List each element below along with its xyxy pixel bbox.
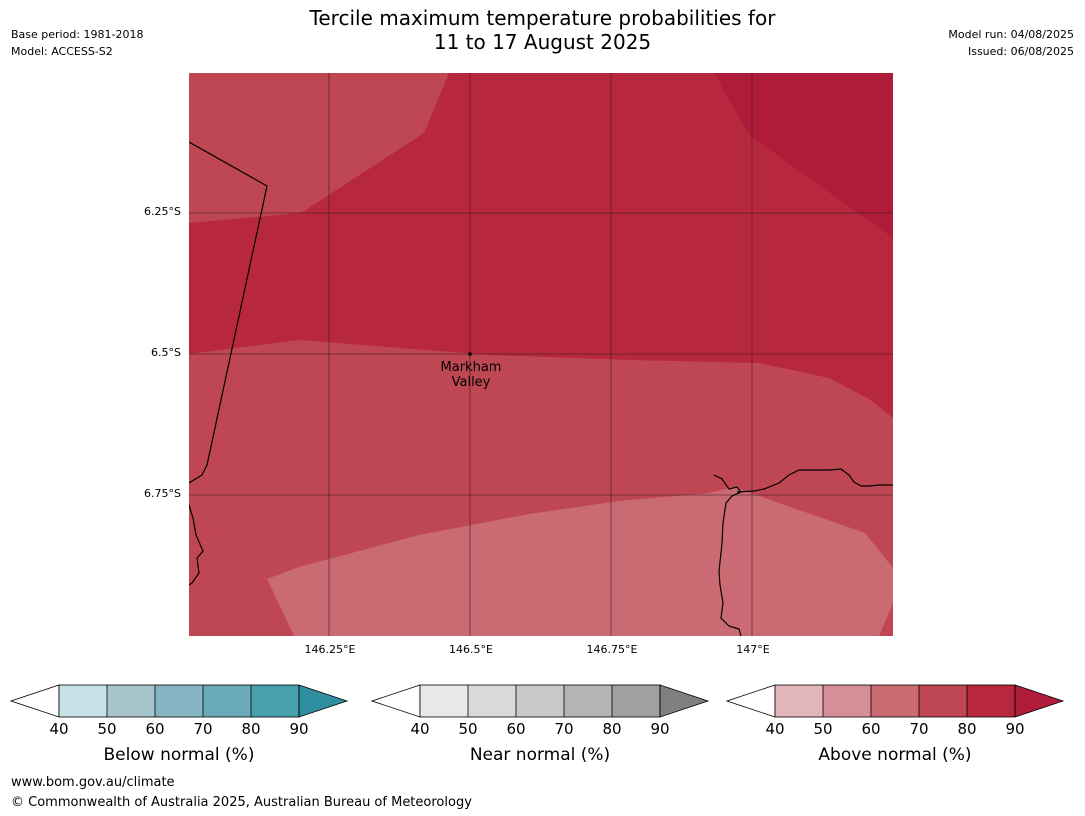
cb-above-tick-70: 70 [909, 720, 929, 738]
cb-above-seg-2 [823, 685, 871, 717]
lat-tick-3: 6.75°S [144, 487, 181, 500]
cb-near-seg-high [659, 684, 710, 718]
cb-below-seg-4 [203, 685, 251, 717]
cb-below-seg-low [10, 684, 60, 718]
place-line-1: Markham [440, 360, 502, 375]
model-name: Model: ACCESS-S2 [11, 45, 113, 58]
markham-valley-marker [468, 352, 472, 356]
cb-near-seg-5 [612, 685, 660, 717]
meta-left: Base period: 1981-2018 Model: ACCESS-S2 [11, 26, 143, 60]
cb-near-label: Near normal (%) [469, 745, 611, 765]
cb-above-seg-5 [967, 685, 1015, 717]
cb-above-seg-3 [871, 685, 919, 717]
chart-title: Tercile maximum temperature probabilitie… [0, 6, 1085, 54]
lon-tick-4: 147°E [736, 643, 770, 656]
cb-above-seg-high [1014, 684, 1065, 718]
cb-above-seg-4 [919, 685, 967, 717]
cb-above-tick-50: 50 [813, 720, 833, 738]
place-line-2: Valley [451, 375, 491, 390]
cb-near-seg-2 [468, 685, 516, 717]
cb-near-seg-low [371, 684, 421, 718]
lat-tick-1: 6.25°S [144, 205, 181, 218]
cb-above-label: Above normal (%) [818, 745, 972, 765]
colorbar-above [726, 684, 1065, 718]
cb-below-label: Below normal (%) [103, 745, 255, 765]
cb-near-tick-90: 90 [650, 720, 670, 738]
lon-tick-3: 146.75°E [586, 643, 638, 656]
cb-below-seg-1 [59, 685, 107, 717]
lat-tick-2: 6.5°S [151, 346, 181, 359]
title-line-2: 11 to 17 August 2025 [433, 30, 652, 54]
cb-below-tick-70: 70 [193, 720, 213, 738]
probability-map [189, 73, 893, 636]
cb-above-tick-80: 80 [957, 720, 977, 738]
lon-tick-2: 146.5°E [449, 643, 493, 656]
title-line-1: Tercile maximum temperature probabilitie… [309, 6, 776, 30]
cb-below-tick-40: 40 [49, 720, 69, 738]
cb-below-tick-80: 80 [241, 720, 261, 738]
meta-right: Model run: 04/08/2025 Issued: 06/08/2025 [948, 26, 1074, 60]
colorbar-below [10, 684, 349, 718]
cb-below-tick-60: 60 [145, 720, 165, 738]
cb-above-tick-40: 40 [765, 720, 785, 738]
region-60-70 [267, 487, 893, 636]
region-80-90 [189, 73, 893, 418]
cb-below-seg-high [298, 684, 349, 718]
model-run: Model run: 04/08/2025 [948, 28, 1074, 41]
cb-near-seg-4 [564, 685, 612, 717]
cb-near-tick-40: 40 [410, 720, 430, 738]
place-label: Markham Valley [431, 360, 511, 390]
cb-near-seg-1 [420, 685, 468, 717]
cb-near-tick-70: 70 [554, 720, 574, 738]
cb-below-tick-90: 90 [289, 720, 309, 738]
base-period: Base period: 1981-2018 [11, 28, 144, 41]
region-70-80-left [189, 503, 294, 636]
colorbar-near [371, 684, 710, 718]
lon-tick-1: 146.25°E [304, 643, 356, 656]
cb-below-seg-5 [251, 685, 299, 717]
cb-below-seg-3 [155, 685, 203, 717]
cb-near-tick-50: 50 [458, 720, 478, 738]
cb-below-seg-2 [107, 685, 155, 717]
cb-above-tick-90: 90 [1005, 720, 1025, 738]
cb-near-tick-60: 60 [506, 720, 526, 738]
region-90-plus [714, 73, 893, 238]
cb-below-tick-50: 50 [97, 720, 117, 738]
cb-above-seg-1 [775, 685, 823, 717]
footer-url: www.bom.gov.au/climate [11, 775, 175, 790]
cb-above-tick-60: 60 [861, 720, 881, 738]
cb-near-tick-80: 80 [602, 720, 622, 738]
cb-above-seg-low [726, 684, 776, 718]
footer-copyright: © Commonwealth of Australia 2025, Austra… [11, 795, 472, 810]
issued-date: Issued: 06/08/2025 [967, 45, 1074, 58]
cb-near-seg-3 [516, 685, 564, 717]
coastline [189, 141, 893, 636]
